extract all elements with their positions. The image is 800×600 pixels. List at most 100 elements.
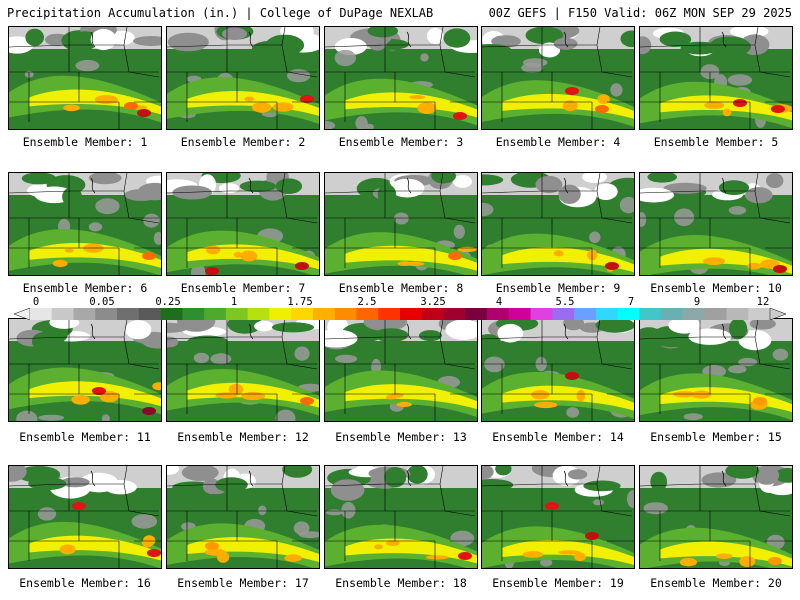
colorbar-segment (704, 308, 727, 320)
colorbar-segment (73, 308, 96, 320)
colorbar-tick-label: 3.25 (420, 296, 446, 308)
colorbar-tick-label: 0.05 (89, 296, 115, 308)
colorbar-segment (552, 308, 575, 320)
colorbar-segment (421, 308, 444, 320)
colorbar-segment (356, 308, 379, 320)
colorbar-segment (726, 308, 749, 320)
ensemble-member-map (166, 318, 320, 422)
colorbar-segment (574, 308, 597, 320)
colorbar-segment (269, 308, 292, 320)
precip-map (482, 173, 634, 275)
colorbar-segment (400, 308, 423, 320)
colorbar-tick-label: 9 (693, 296, 701, 308)
precip-map (167, 27, 319, 129)
colorbar-tick-label: 12 (756, 296, 770, 308)
ensemble-member-map (324, 318, 478, 422)
ensemble-member-label: Ensemble Member: 13 (335, 430, 467, 444)
ensemble-member-map (324, 172, 478, 276)
precip-map (325, 319, 477, 421)
colorbar-segment (30, 308, 53, 320)
colorbar-segment (508, 308, 531, 320)
ensemble-member-label: Ensemble Member: 9 (495, 281, 621, 295)
ensemble-member-map (639, 318, 793, 422)
ensemble-member-label: Ensemble Member: 5 (653, 135, 779, 149)
colorbar-segment (378, 308, 401, 320)
precip-map (9, 173, 161, 275)
colorbar-segment (595, 308, 619, 320)
ensemble-member-map (639, 465, 793, 569)
colorbar-segment (138, 308, 161, 320)
ensemble-member-map (324, 465, 478, 569)
precip-map (640, 466, 792, 568)
precip-map (167, 466, 319, 568)
ensemble-member-label: Ensemble Member: 6 (22, 281, 148, 295)
colorbar-segment (312, 308, 336, 320)
ensemble-member-label: Ensemble Member: 14 (492, 430, 624, 444)
ensemble-member-map (166, 172, 320, 276)
colorbar-segment (247, 308, 270, 320)
ensemble-member-label: Ensemble Member: 11 (19, 430, 151, 444)
colorbar-segment (661, 308, 684, 320)
colorbar-segment (617, 308, 640, 320)
ensemble-member-label: Ensemble Member: 15 (650, 430, 782, 444)
colorbar-tick-label: 1.75 (287, 296, 313, 308)
colorbar-tick-label: 0 (32, 296, 40, 308)
ensemble-member-label: Ensemble Member: 2 (180, 135, 306, 149)
colorbar-segment (117, 308, 140, 320)
colorbar-segment (95, 308, 118, 320)
ensemble-member-label: Ensemble Member: 18 (335, 576, 467, 590)
ensemble-member-label: Ensemble Member: 19 (492, 576, 624, 590)
colorbar-segment (182, 308, 205, 320)
model-run-valid-time: 00Z GEFS | F150 Valid: 06Z MON SEP 29 20… (488, 6, 792, 20)
ensemble-member-label: Ensemble Member: 3 (338, 135, 464, 149)
colorbar-tick-label: 7 (627, 296, 635, 308)
ensemble-member-label: Ensemble Member: 12 (177, 430, 309, 444)
ensemble-member-label: Ensemble Member: 10 (650, 281, 782, 295)
ensemble-member-label: Ensemble Member: 1 (22, 135, 148, 149)
ensemble-member-map (481, 318, 635, 422)
colorbar-segment (682, 308, 706, 320)
colorbar-segment (51, 308, 74, 320)
ensemble-member-label: Ensemble Member: 20 (650, 576, 782, 590)
ensemble-member-label: Ensemble Member: 7 (180, 281, 306, 295)
precip-map (640, 173, 792, 275)
ensemble-member-map (639, 172, 793, 276)
colorbar-segment (204, 308, 227, 320)
ensemble-member-map (8, 26, 162, 130)
ensemble-member-map (8, 465, 162, 569)
chart-title: Precipitation Accumulation (in.) | Colle… (7, 6, 434, 20)
colorbar-tick-label: 0.25 (155, 296, 181, 308)
colorbar-segment (291, 308, 314, 320)
colorbar-segment (530, 308, 553, 320)
colorbar-right-arrow (769, 308, 786, 320)
precip-map (640, 319, 792, 421)
ensemble-member-label: Ensemble Member: 16 (19, 576, 151, 590)
colorbar-segment (160, 308, 183, 320)
ensemble-member-label: Ensemble Member: 17 (177, 576, 309, 590)
ensemble-member-map (166, 465, 320, 569)
precip-map (325, 173, 477, 275)
colorbar-tick-label: 4 (495, 296, 503, 308)
precip-map (325, 466, 477, 568)
colorbar-segment (487, 308, 510, 320)
precip-map (482, 466, 634, 568)
precip-map (9, 27, 161, 129)
precip-map (167, 173, 319, 275)
ensemble-member-map (8, 318, 162, 422)
colorbar-segment (334, 308, 357, 320)
ensemble-member-map (481, 26, 635, 130)
ensemble-member-map (639, 26, 793, 130)
precip-map (482, 27, 634, 129)
colorbar-segment (443, 308, 466, 320)
precip-map (325, 27, 477, 129)
ensemble-member-label: Ensemble Member: 8 (338, 281, 464, 295)
ensemble-member-map (481, 465, 635, 569)
colorbar-tick-label: 2.5 (357, 296, 377, 308)
colorbar-tick-label: 5.5 (555, 296, 575, 308)
colorbar-tick-label: 1 (230, 296, 238, 308)
precip-map (9, 319, 161, 421)
ensemble-member-label: Ensemble Member: 4 (495, 135, 621, 149)
colorbar-segment (225, 308, 249, 320)
ensemble-member-map (8, 172, 162, 276)
colorbar-segment (748, 308, 771, 320)
